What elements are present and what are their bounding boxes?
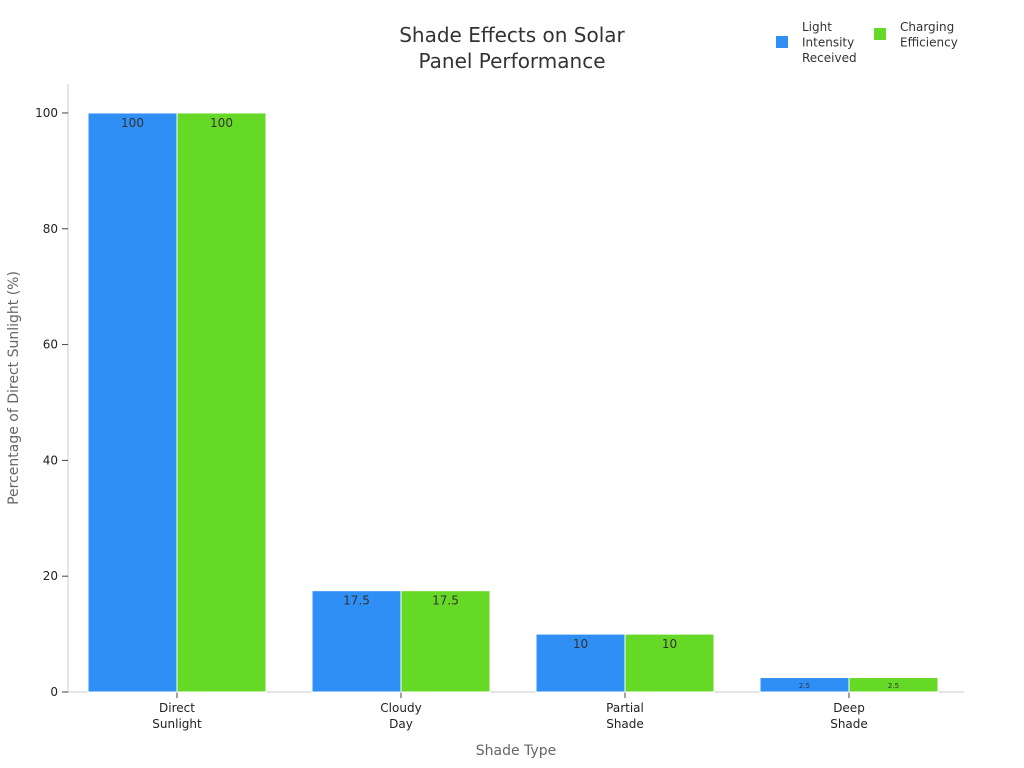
- x-tick-label: Day: [389, 717, 413, 731]
- y-tick-label: 40: [43, 453, 58, 467]
- bar-data-label: 10: [573, 637, 588, 651]
- bar: [624, 633, 715, 693]
- y-axis: 0 20 40 60 80 100: [35, 84, 69, 699]
- x-tick-label: Shade: [606, 717, 644, 731]
- bar: [176, 112, 267, 693]
- x-tick-label: Partial: [606, 701, 644, 715]
- chart-title: Shade Effects on Solar Panel Performance: [399, 23, 625, 73]
- bar-labels: 100 100 17.5 17.5 10 10 2.5 2.5: [121, 116, 899, 690]
- bar: [848, 677, 939, 693]
- legend-label: Charging: [900, 20, 954, 34]
- bar-data-label: 100: [121, 116, 144, 130]
- bar: [311, 590, 402, 693]
- bars: [87, 112, 939, 693]
- chart-title-line-1: Shade Effects on Solar: [399, 23, 625, 47]
- bar: [535, 633, 626, 693]
- x-tick-label: Cloudy: [380, 701, 421, 715]
- bar-data-label: 100: [210, 116, 233, 130]
- bar: [87, 112, 178, 693]
- y-tick-label: 0: [50, 685, 58, 699]
- bar-data-label: 10: [662, 637, 677, 651]
- x-tick-label: Direct: [159, 701, 195, 715]
- x-tick-label: Deep: [833, 701, 865, 715]
- x-tick-label: Shade: [830, 717, 868, 731]
- legend-label: Efficiency: [900, 36, 958, 50]
- legend-label: Received: [802, 51, 857, 65]
- bar: [400, 590, 491, 693]
- legend-swatch: [776, 36, 788, 48]
- bar-data-label: 17.5: [432, 594, 459, 608]
- legend-label: Light: [802, 20, 832, 34]
- x-axis-label: Shade Type: [476, 743, 556, 759]
- x-tick-label: Sunlight: [152, 717, 202, 731]
- bar-data-label: 2.5: [888, 682, 899, 690]
- chart-title-line-2: Panel Performance: [418, 49, 605, 73]
- bar-data-label: 17.5: [343, 594, 370, 608]
- y-axis-label: Percentage of Direct Sunlight (%): [6, 271, 22, 505]
- legend-swatch: [874, 28, 886, 40]
- y-tick-label: 60: [43, 338, 58, 352]
- legend-label: Intensity: [802, 36, 854, 50]
- y-tick-label: 80: [43, 222, 58, 236]
- bar-data-label: 2.5: [799, 682, 810, 690]
- x-axis: Direct Sunlight Cloudy Day Partial Shade Deep S…: [68, 691, 964, 731]
- y-tick-label: 100: [35, 106, 58, 120]
- y-tick-label: 20: [43, 569, 58, 583]
